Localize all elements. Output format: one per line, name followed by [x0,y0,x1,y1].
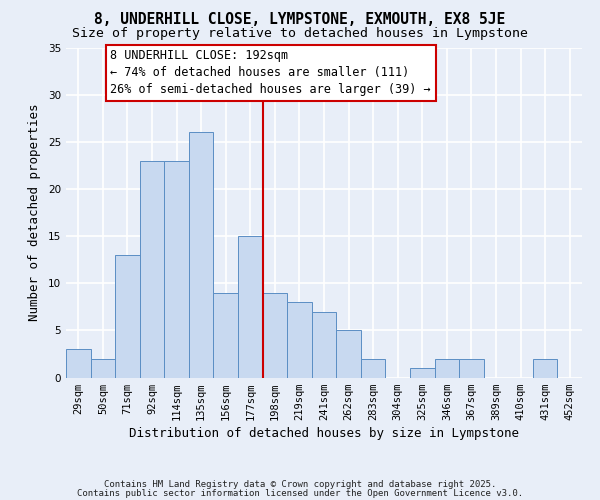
Bar [410,368,434,378]
Bar [238,236,263,378]
Text: Contains public sector information licensed under the Open Government Licence v3: Contains public sector information licen… [77,488,523,498]
Bar [434,358,459,378]
Bar [336,330,361,378]
Bar [287,302,312,378]
Bar [312,312,336,378]
X-axis label: Distribution of detached houses by size in Lympstone: Distribution of detached houses by size … [129,427,519,440]
Bar [533,358,557,378]
Bar [459,358,484,378]
Bar [361,358,385,378]
Bar [91,358,115,378]
Bar [164,160,189,378]
Bar [66,349,91,378]
Bar [189,132,214,378]
Text: Contains HM Land Registry data © Crown copyright and database right 2025.: Contains HM Land Registry data © Crown c… [104,480,496,489]
Text: 8 UNDERHILL CLOSE: 192sqm
← 74% of detached houses are smaller (111)
26% of semi: 8 UNDERHILL CLOSE: 192sqm ← 74% of detac… [110,50,431,96]
Y-axis label: Number of detached properties: Number of detached properties [28,104,41,322]
Bar [115,255,140,378]
Bar [140,160,164,378]
Text: 8, UNDERHILL CLOSE, LYMPSTONE, EXMOUTH, EX8 5JE: 8, UNDERHILL CLOSE, LYMPSTONE, EXMOUTH, … [94,12,506,28]
Bar [263,292,287,378]
Text: Size of property relative to detached houses in Lympstone: Size of property relative to detached ho… [72,28,528,40]
Bar [214,292,238,378]
